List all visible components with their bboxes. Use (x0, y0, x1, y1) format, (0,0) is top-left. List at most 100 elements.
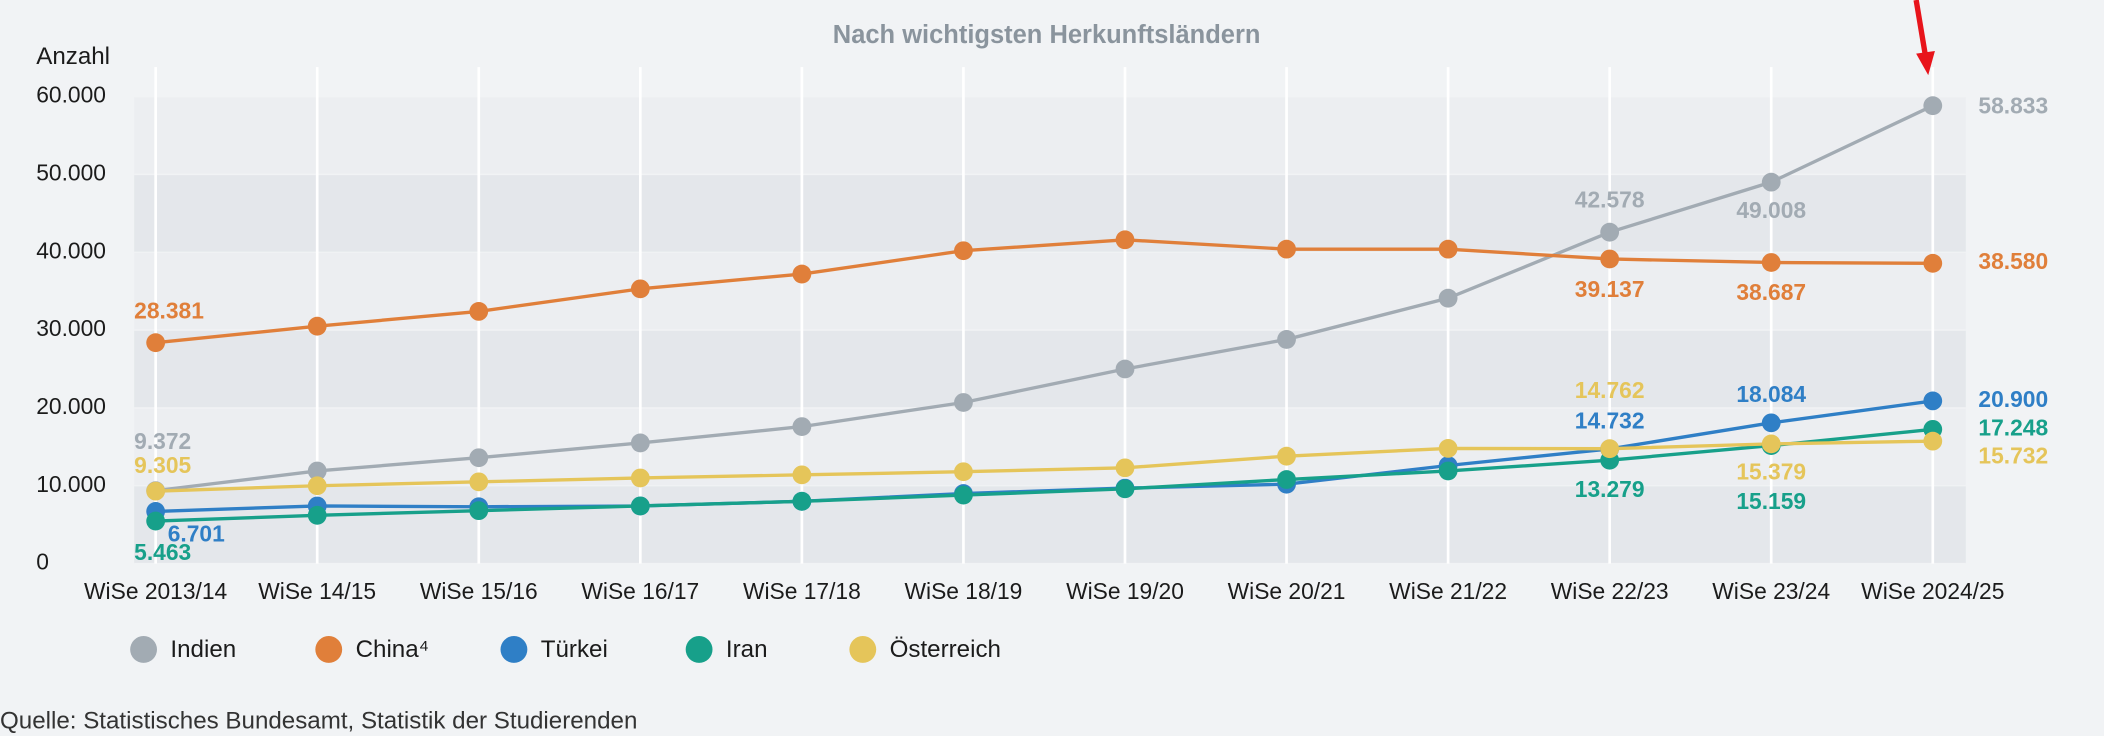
data-point (469, 302, 489, 321)
y-tick-label: 0 (36, 549, 49, 575)
value-label: 58.833 (1978, 92, 2048, 118)
data-point (1761, 253, 1781, 272)
data-point (630, 279, 650, 299)
data-point (307, 505, 327, 525)
plot-bands (134, 96, 1966, 564)
data-point (469, 501, 489, 521)
data-point (469, 448, 489, 468)
data-point (1600, 222, 1620, 242)
data-point (1923, 391, 1943, 411)
data-point (630, 496, 650, 516)
data-point (1277, 446, 1296, 466)
value-label: 6.701 (168, 520, 225, 546)
arrow (1913, 0, 1935, 76)
legend-swatch (685, 636, 713, 663)
band (134, 96, 1966, 175)
data-point (792, 417, 812, 436)
x-tick-label: WiSe 14/15 (258, 578, 376, 604)
data-point (1438, 288, 1458, 308)
legend-swatch (500, 636, 528, 663)
data-point (146, 333, 166, 353)
data-point (1600, 439, 1620, 459)
y-tick-label: 10.000 (36, 471, 106, 497)
data-point (954, 393, 973, 412)
band (134, 174, 1966, 253)
data-point (146, 511, 166, 531)
data-point (1761, 413, 1781, 433)
data-point (1761, 434, 1781, 454)
value-label: 14.762 (1575, 377, 1645, 403)
band (134, 330, 1966, 408)
data-point (1438, 239, 1458, 259)
y-tick-label: 40.000 (36, 237, 106, 263)
data-point (1277, 470, 1296, 489)
data-point (1600, 249, 1620, 269)
value-label: 9.305 (134, 452, 191, 478)
legend-label: Iran (726, 636, 768, 663)
data-point (1115, 479, 1135, 499)
legend-label: China⁴ (356, 636, 429, 663)
legend-swatch (849, 636, 877, 663)
data-point (1115, 230, 1135, 250)
x-tick-label: WiSe 22/23 (1551, 578, 1669, 604)
legend-label: Österreich (890, 636, 1001, 663)
data-point (469, 472, 489, 492)
value-label: 9.372 (134, 428, 191, 454)
value-label: 39.137 (1575, 276, 1645, 302)
value-label: 18.084 (1736, 381, 1806, 407)
x-tick-label: WiSe 17/18 (743, 578, 861, 604)
data-point (954, 485, 973, 505)
data-point (792, 465, 812, 485)
data-point (954, 462, 973, 482)
band (134, 485, 1966, 564)
legend-label: Indien (170, 636, 236, 663)
value-label: 17.248 (1978, 414, 2048, 440)
value-label: 15.379 (1736, 459, 1806, 485)
x-tick-label: WiSe 20/21 (1228, 578, 1346, 604)
data-point (1923, 253, 1943, 273)
x-tick-label: WiSe 21/22 (1389, 578, 1507, 604)
legend-label: Türkei (541, 636, 608, 663)
y-tick-label: 20.000 (36, 393, 106, 419)
x-tick-label: WiSe 23/24 (1712, 578, 1830, 604)
value-label: 15.159 (1736, 488, 1806, 514)
value-label: 38.687 (1736, 279, 1806, 305)
data-point (1923, 431, 1943, 451)
data-point (792, 264, 812, 284)
data-point (954, 241, 973, 261)
chart-title: Nach wichtigsten Herkunftsländern (833, 21, 1261, 49)
data-point (1115, 458, 1135, 478)
y-tick-label: 50.000 (36, 159, 106, 185)
data-point (1438, 461, 1458, 481)
x-tick-label: WiSe 18/19 (905, 578, 1023, 604)
data-point (1761, 172, 1781, 192)
x-tick-label: WiSe 2013/14 (84, 578, 228, 604)
data-point (792, 491, 812, 511)
data-point (1277, 239, 1296, 259)
legend-swatch (315, 636, 343, 663)
series-line (155, 104, 1934, 493)
legend-swatch (130, 636, 157, 663)
x-tick-label: WiSe 19/20 (1066, 578, 1184, 604)
value-label: 13.279 (1575, 476, 1645, 502)
data-point (1277, 330, 1296, 349)
series-line (155, 427, 1933, 523)
value-label: 38.580 (1978, 248, 2048, 274)
data-point (307, 476, 327, 496)
data-point (1923, 96, 1943, 116)
series-line (155, 439, 1933, 493)
y-tick-label: 60.000 (36, 82, 106, 108)
data-point (307, 316, 327, 336)
data-point (146, 481, 166, 501)
x-tick-label: WiSe 2024/25 (1861, 578, 2004, 604)
data-point (630, 433, 650, 453)
band (134, 252, 1966, 331)
y-axis-label: Anzahl (36, 43, 110, 70)
data-point (630, 468, 650, 488)
value-label: 20.900 (1978, 386, 2048, 412)
data-point (1115, 359, 1135, 379)
value-label: 15.732 (1978, 443, 2048, 469)
x-tick-label: WiSe 16/17 (581, 578, 699, 604)
value-label: 49.008 (1736, 197, 1806, 223)
